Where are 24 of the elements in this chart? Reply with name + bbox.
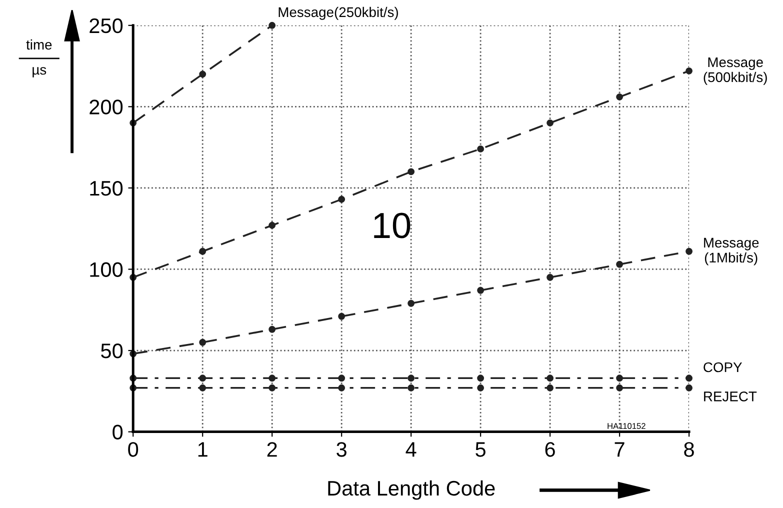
- x-tick-label: 0: [128, 442, 138, 457]
- series-label: REJECT: [704, 392, 757, 402]
- x-tick-label: 8: [684, 442, 694, 457]
- series-label: Message (500kbit/s): [704, 57, 767, 85]
- x-tick-label: 1: [198, 442, 208, 457]
- y-tick-label: 250: [90, 18, 123, 34]
- x-tick-label: 4: [406, 442, 416, 457]
- x-tick-label: 3: [336, 442, 346, 457]
- series-label: Message(250kbit/s): [278, 6, 398, 20]
- y-tick-label: 50: [101, 344, 123, 358]
- y-tick-label: 0: [112, 424, 123, 440]
- text: time µs: [26, 39, 52, 78]
- x-tick-label: 7: [614, 442, 624, 457]
- series-label: COPY: [704, 362, 742, 372]
- x-tick-label: 2: [267, 442, 277, 457]
- x-tick-label: 6: [545, 442, 555, 457]
- x-tick-label: 5: [476, 442, 486, 457]
- x-axis-title: Data Length Code: [328, 480, 495, 500]
- y-tick-label: 150: [90, 180, 123, 196]
- y-tick-label: 100: [90, 262, 123, 277]
- annotation: HA110152: [608, 423, 646, 429]
- y-tick-label: 200: [90, 100, 123, 114]
- annotation: 10: [374, 212, 410, 238]
- series-label: Message (1Mbit/s): [704, 238, 759, 266]
